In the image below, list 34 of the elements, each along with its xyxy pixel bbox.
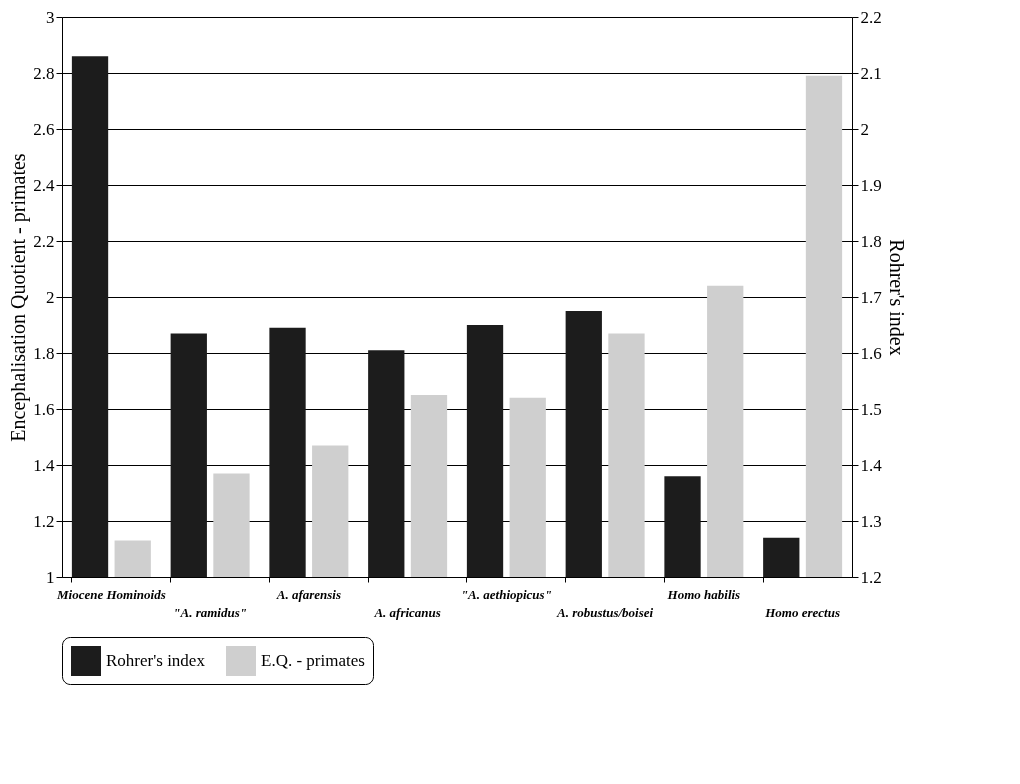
x-tick-label: Homo habilis xyxy=(666,586,741,602)
x-tick-label: "A. aethiopicus" xyxy=(460,586,552,602)
y2-tick-label: 1.5 xyxy=(860,399,882,419)
y2-tick-label: 1.9 xyxy=(860,175,882,195)
y-tick-label: 2.4 xyxy=(33,175,55,195)
x-tick-label: "A. ramidus" xyxy=(173,604,247,620)
y2-tick-label: 1.4 xyxy=(860,455,883,475)
y-tick-label: 2 xyxy=(46,287,55,307)
y-tick-label: 1.6 xyxy=(33,399,55,419)
x-tick-label: Miocene Hominoids xyxy=(56,586,166,602)
y-tick-label: 1.2 xyxy=(33,511,55,531)
y-tick-label: 3 xyxy=(46,7,55,27)
x-tick-label: Homo erectus xyxy=(764,604,840,620)
y2-tick-label: 1.8 xyxy=(860,231,882,251)
y2-tick-label: 1.3 xyxy=(860,511,882,531)
x-tick-label: A. robustus/boisei xyxy=(556,604,654,620)
legend-label: E.Q. - primates xyxy=(261,651,365,670)
x-tick-label: A. afarensis xyxy=(275,586,342,602)
y-tick-label: 1.4 xyxy=(33,455,55,475)
y-tick-label: 1.8 xyxy=(33,343,55,363)
y2-axis-title: Rohrer's index xyxy=(885,239,908,356)
y-tick-label: 2.2 xyxy=(33,231,55,251)
y-tick-label: 2.6 xyxy=(33,119,55,139)
y2-tick-label: 2.1 xyxy=(860,63,882,83)
y-axis-title: Encephalisation Quotient - primates xyxy=(7,153,31,442)
y-tick-label: 2.8 xyxy=(33,63,55,83)
legend-label: Rohrer's index xyxy=(106,651,206,670)
y2-tick-label: 1.7 xyxy=(860,287,883,307)
y2-tick-label: 2 xyxy=(860,119,869,139)
y2-tick-label: 1.6 xyxy=(860,343,882,363)
y2-tick-label: 2.2 xyxy=(860,7,882,27)
x-tick-label: A. africanus xyxy=(373,604,441,620)
y2-tick-label: 1.2 xyxy=(860,567,882,587)
y-tick-label: 1 xyxy=(46,567,55,587)
